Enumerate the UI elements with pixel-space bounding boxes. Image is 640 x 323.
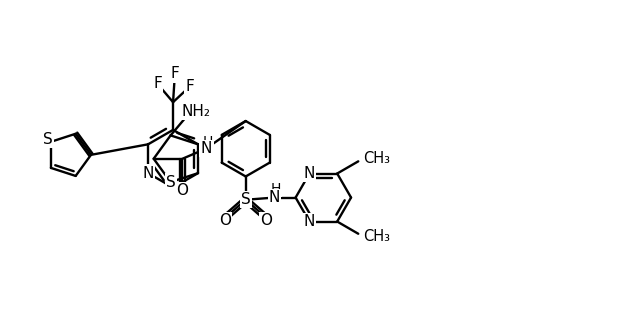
Text: N: N: [304, 214, 315, 229]
Text: F: F: [153, 76, 162, 91]
Text: CH₃: CH₃: [363, 229, 390, 244]
Text: N: N: [200, 141, 211, 156]
Text: F: F: [186, 79, 194, 94]
Text: S: S: [44, 131, 53, 147]
Text: S: S: [241, 192, 251, 207]
Text: O: O: [177, 183, 189, 198]
Text: N: N: [304, 166, 315, 181]
Text: S: S: [166, 174, 175, 190]
Text: CH₃: CH₃: [363, 151, 390, 166]
Text: O: O: [219, 213, 231, 228]
Text: O: O: [260, 213, 272, 228]
Text: N: N: [142, 166, 154, 181]
Text: N: N: [269, 190, 280, 205]
Text: H: H: [271, 182, 281, 196]
Text: F: F: [170, 67, 179, 81]
Text: H: H: [203, 135, 213, 149]
Text: NH₂: NH₂: [181, 104, 210, 119]
